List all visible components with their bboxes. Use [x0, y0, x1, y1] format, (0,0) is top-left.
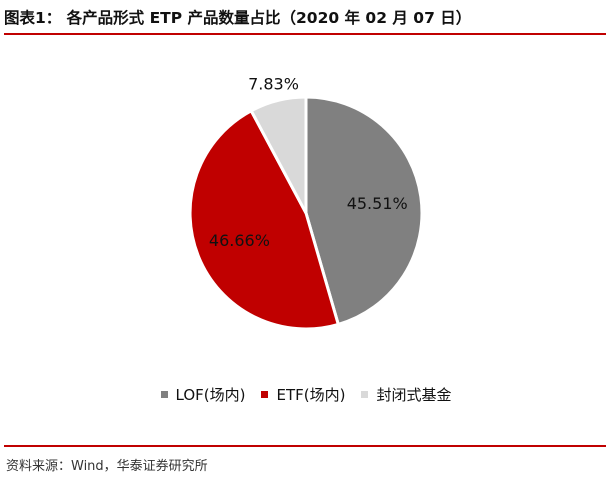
legend-label-etf: ETF(场内)	[276, 386, 346, 404]
figure-title: 图表1： 各产品形式 ETP 产品数量占比（2020 年 02 月 07 日）	[4, 9, 472, 27]
legend-label-lof: LOF(场内)	[175, 386, 246, 404]
slice-label-etf: 46.66%	[209, 231, 270, 250]
legend-item-etf: ETF(场内)	[261, 384, 345, 405]
pie-slice-etf	[188, 109, 340, 331]
legend-label-closed-end-fund: 封闭式基金	[376, 386, 452, 404]
pie-labels: 45.51% 46.66% 7.83%	[209, 75, 408, 251]
pie-slice-lof	[304, 95, 424, 326]
footer-divider	[4, 445, 606, 447]
legend-item-closed-end-fund: 封闭式基金	[361, 384, 451, 405]
legend-swatch-etf	[261, 391, 269, 398]
pie-slices	[188, 95, 424, 331]
title-divider	[4, 33, 606, 35]
pie-chart: 45.51% 46.66% 7.83%	[188, 75, 424, 331]
slice-label-lof: 45.51%	[347, 194, 408, 213]
chart-legend: LOF(场内) ETF(场内) 封闭式基金	[0, 384, 612, 405]
source-note: 资料来源：Wind，华泰证券研究所	[6, 459, 208, 474]
pie-slice-closed-end-fund	[249, 95, 308, 215]
legend-swatch-closed-end-fund	[361, 391, 369, 398]
legend-swatch-lof	[160, 391, 168, 398]
slice-label-closed-end-fund: 7.83%	[248, 75, 299, 94]
legend-item-lof: LOF(场内)	[160, 384, 246, 405]
